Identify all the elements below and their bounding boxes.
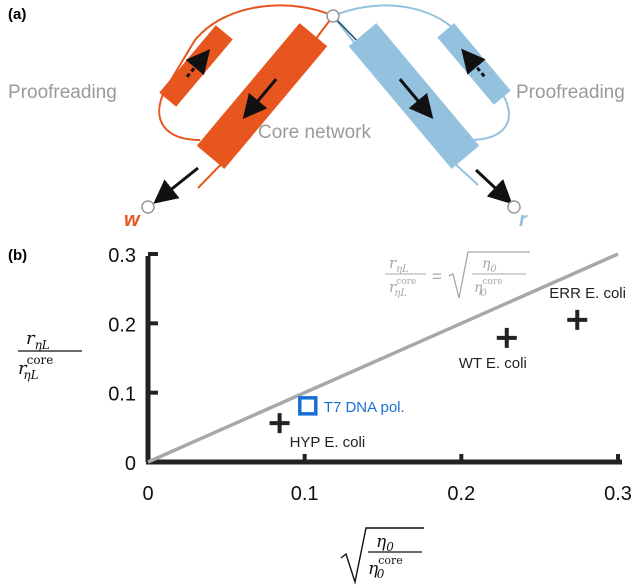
panel-b-label: (b) [8, 247, 28, 264]
lhs-num-sub: ηL [396, 264, 409, 275]
w-core-arrow [242, 78, 278, 119]
rhs-den-sub: 0 [480, 288, 487, 299]
r-output-arrow [474, 168, 513, 205]
w-proofreading-arrow [185, 49, 211, 78]
rhs-den: η [474, 280, 483, 296]
data-point-marker [269, 413, 290, 434]
y-label-den-sup: core [27, 353, 54, 367]
rhs-num-sub: 0 [490, 264, 497, 275]
x-tick-label: 0 [142, 483, 153, 505]
w-proofreading-bar [159, 25, 233, 107]
y-axis-label: rηL rcore ηL [18, 328, 82, 382]
reference-line [147, 252, 619, 464]
data-point-label: T7 DNA pol. [324, 399, 405, 416]
scatter-chart: 0 0.1 0.2 0.3 0 0.1 0.2 0.3 HYP E. coli T7 DNA p… [18, 246, 632, 585]
y-label-den-sub: ηL [23, 368, 38, 382]
lhs-den-sub: ηL [394, 288, 407, 299]
x-label-num-sub: 0 [386, 540, 394, 554]
reference-line-formula: rηL rcore ηL = η0 ηcore 0 [385, 251, 530, 299]
lhs-den: r [389, 278, 397, 296]
top-node [326, 9, 340, 23]
y-label-num-sub: ηL [35, 338, 50, 352]
eq-sign: = [432, 267, 442, 286]
x-tick-label: 0.1 [291, 483, 319, 505]
lhs-num: r [389, 254, 397, 272]
r-proofreading-bar [437, 23, 511, 105]
x-axis-label: η0 ηcore 0 [340, 527, 424, 585]
y-tick-label: 0.3 [108, 246, 136, 267]
y-label-den: r [18, 358, 28, 379]
data-point-label: ERR E. coli [549, 285, 626, 302]
w-output-arrow [153, 166, 199, 204]
y-tick-label: 0.1 [108, 384, 136, 406]
x-tick-label: 0.3 [604, 483, 632, 505]
x-label-den-sub: 0 [377, 567, 385, 581]
x-label-num: η [376, 532, 387, 552]
y-tick-label: 0 [125, 453, 136, 475]
w-node [141, 200, 155, 214]
r-core-bar [348, 23, 480, 169]
data-point-marker [496, 327, 517, 348]
data-point-marker [567, 309, 588, 330]
svg-text:η0: η0 [482, 256, 497, 275]
svg-text:η0: η0 [376, 532, 394, 554]
data-point-label: HYP E. coli [290, 434, 366, 451]
y-label-num: r [26, 328, 36, 349]
core-network-label: Core network [258, 122, 371, 143]
y-tick-label: 0.2 [108, 314, 136, 336]
data-point-label: WT E. coli [459, 355, 527, 372]
w-outer-curve [158, 4, 334, 141]
x-label-den-sup: core [378, 554, 403, 567]
rhs-den-sup: core [482, 277, 502, 287]
r-label: r [519, 209, 528, 231]
svg-text:rηL: rηL [389, 254, 409, 275]
svg-text:rηL: rηL [26, 328, 50, 352]
r-core-arrow [398, 78, 434, 119]
proofreading-left-label: Proofreading [8, 82, 117, 103]
panel-a-label: (a) [8, 6, 27, 23]
w-label: w [124, 209, 141, 231]
r-node [507, 200, 521, 214]
data-point-marker [298, 396, 318, 416]
rhs-num: η [482, 256, 491, 272]
lhs-den-sup: core [396, 277, 416, 287]
x-label-den: η [368, 559, 379, 579]
proofreading-right-label: Proofreading [516, 82, 625, 103]
network-diagram: w r [124, 4, 528, 231]
x-tick-label: 0.2 [447, 483, 475, 505]
w-core-bar [196, 23, 328, 169]
